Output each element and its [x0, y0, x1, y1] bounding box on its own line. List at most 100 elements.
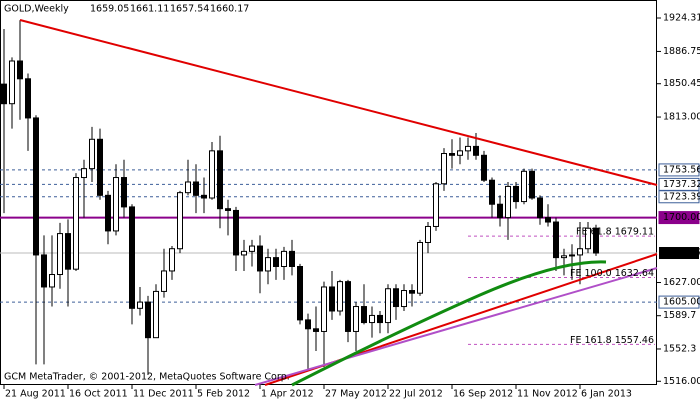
y-tick-label: 1813.00	[663, 112, 700, 123]
candle-body	[585, 227, 591, 250]
level-box	[658, 295, 700, 309]
candle-body	[185, 181, 191, 194]
candle-body	[337, 281, 343, 312]
candle-body	[1, 83, 7, 105]
candle-body	[393, 288, 399, 308]
candle-body	[201, 194, 207, 199]
candle-body	[449, 153, 455, 156]
candle-body	[521, 170, 527, 203]
candle-body	[481, 154, 487, 181]
quote-low: 1657.54	[170, 4, 209, 15]
candle-body	[145, 301, 151, 339]
level-box	[658, 190, 700, 204]
candle-body	[193, 181, 199, 196]
candle-body	[281, 250, 287, 268]
candle-body	[545, 217, 551, 223]
x-tick-label: 27 May 2012	[325, 389, 387, 400]
candle-body	[529, 170, 535, 199]
candle-body	[329, 286, 335, 312]
symbol: GOLD,Weekly	[4, 4, 69, 15]
candle-body	[121, 177, 127, 208]
candle-body	[9, 60, 15, 105]
candle-body	[161, 270, 167, 292]
candle-body	[17, 60, 23, 80]
candle-body	[425, 225, 431, 243]
x-tick-label: 22 Jul 2012	[389, 389, 443, 400]
candle-body	[473, 145, 479, 156]
candle-body	[209, 150, 215, 199]
level-label: 1737.32	[663, 179, 700, 190]
candle-body	[409, 290, 415, 294]
candle-body	[169, 248, 175, 272]
level-label: 1605.00	[663, 297, 700, 308]
y-tick-label: 1516.00	[663, 376, 700, 387]
candle-body	[57, 233, 63, 276]
y-tick-label: 1552.3	[663, 343, 696, 354]
candle-body	[593, 227, 599, 254]
candle-body	[113, 177, 119, 232]
plot-frame	[0, 0, 657, 385]
fibo-label: FE 161.8 1557.46	[570, 335, 654, 346]
candle-body	[49, 274, 55, 288]
candle-body	[81, 168, 87, 179]
candle-body	[513, 185, 519, 203]
x-tick-label: 16 Oct 2011	[69, 389, 128, 400]
candle-body	[569, 254, 575, 257]
y-tick-label: 1627.00	[663, 277, 700, 288]
price-box	[659, 247, 699, 260]
candle-body	[305, 319, 311, 330]
y-tick-label: 1886.75	[663, 46, 700, 57]
x-tick-label: 21 Aug 2011	[5, 389, 66, 400]
level-label: 1753.56	[663, 164, 700, 175]
candle-body	[577, 248, 583, 256]
candle-body	[433, 183, 439, 227]
candle-body	[73, 177, 79, 270]
candle-body	[257, 245, 263, 272]
candle-body	[537, 197, 543, 219]
candle-body	[505, 185, 511, 219]
x-tick-label: 1 Apr 2012	[261, 389, 314, 400]
candle-body	[345, 281, 351, 332]
x-tick-label: 6 Jan 2013	[581, 389, 632, 400]
candles	[1, 20, 599, 376]
candle-body	[129, 206, 135, 309]
candle-body	[369, 314, 375, 324]
candle-body	[249, 245, 255, 252]
fibo-label: FE 61.8 1679.11	[576, 227, 654, 238]
candle-body	[25, 78, 31, 119]
moving-average	[291, 260, 607, 387]
candle-body	[385, 288, 391, 324]
footer: GCM MetaTrader, © 2001-2012, MetaQuotes …	[4, 372, 290, 383]
candle-body	[321, 286, 327, 332]
candle-body	[361, 306, 367, 324]
candle-body	[233, 209, 239, 256]
candle-body	[217, 150, 223, 210]
candle-body	[313, 328, 319, 332]
candle-body	[137, 301, 143, 309]
candle-body	[65, 233, 71, 270]
trend-line	[254, 267, 658, 386]
y-tick-label: 1850.45	[663, 78, 700, 89]
candle-body	[289, 250, 295, 268]
candle-body	[401, 290, 407, 308]
candle-body	[33, 117, 39, 256]
header: GOLD,Weekly 1659.05 1661.11 1657.54 1660…	[4, 4, 249, 15]
level-label: 1723.39	[663, 191, 700, 202]
candle-body	[465, 145, 471, 152]
x-tick-label: 16 Sep 2012	[453, 389, 513, 400]
candle-body	[377, 314, 383, 324]
candle-body	[353, 306, 359, 332]
candle-body	[489, 179, 495, 205]
candle-body	[105, 194, 111, 232]
fibo-label: FE 100.0 1632.64	[570, 268, 654, 279]
candle-body	[561, 255, 567, 259]
candle-body	[265, 257, 271, 272]
candle-body	[553, 221, 559, 259]
x-tick-label: 11 Dec 2011	[133, 389, 194, 400]
candle-body	[89, 138, 95, 170]
candle-body	[273, 257, 279, 268]
candle-body	[297, 266, 303, 321]
x-tick-label: 11 Nov 2012	[517, 389, 578, 400]
